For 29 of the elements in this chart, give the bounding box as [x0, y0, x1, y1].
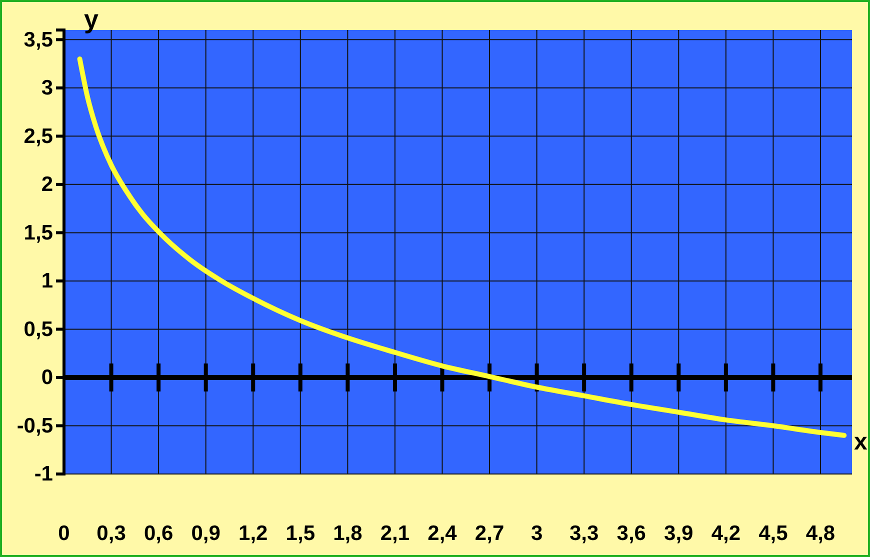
x-tick-label: 2,4 [428, 522, 458, 545]
x-tick-label: 1,2 [238, 522, 268, 545]
y-tick-label: 0,5 [24, 318, 54, 341]
y-tick-label: 3 [41, 76, 53, 100]
y-tick-label: 2,5 [24, 124, 54, 148]
x-tick-label: 1,5 [286, 522, 316, 545]
x-tick-label: 0,6 [144, 522, 174, 545]
x-tick-label: 3,9 [664, 522, 694, 545]
x-tick-label: 3,6 [616, 522, 646, 545]
y-tick-label: -1 [34, 462, 54, 486]
y-axis-title: y [84, 4, 99, 34]
y-tick-label: 1 [41, 270, 54, 293]
x-tick-label: 4,8 [806, 522, 836, 545]
x-tick-label: 3,3 [569, 522, 599, 545]
x-tick-label: 1,8 [333, 522, 363, 545]
x-tick-label: 0,9 [191, 522, 220, 545]
x-tick-label: 2,7 [474, 522, 504, 545]
y-tick-label: 0 [41, 366, 53, 390]
x-tick-label: 0,3 [96, 522, 126, 545]
x-tick-label: 2,1 [380, 522, 410, 545]
y-tick-label: 2 [41, 173, 53, 196]
x-axis-title: x [854, 428, 868, 456]
y-tick-label: 3,5 [24, 28, 54, 52]
x-tick-label: 4,5 [758, 522, 788, 545]
x-tick-label: 3 [530, 522, 543, 545]
y-tick-label: 1,5 [24, 221, 54, 244]
x-tick-label: 0 [58, 522, 70, 545]
x-tick-label: 4,2 [711, 522, 741, 545]
y-tick-label: -0,5 [16, 414, 54, 438]
